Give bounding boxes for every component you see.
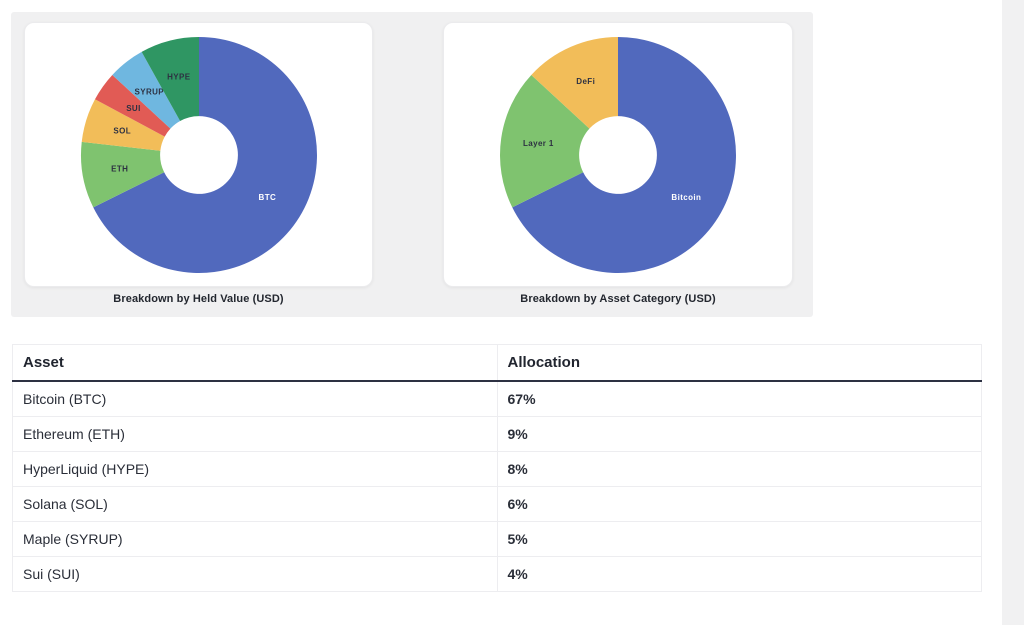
allocation-cell: 6% <box>496 486 982 522</box>
allocation-table-header: Asset Allocation <box>12 344 982 382</box>
asset-category-chart-card: Bitcoin Layer 1 DeFi <box>443 22 793 287</box>
table-row: Ethereum (ETH) 9% <box>12 416 982 452</box>
table-row: Sui (SUI) 4% <box>12 556 982 592</box>
pie-slice-label-sol: SOL <box>113 126 131 135</box>
pie-slice-eth <box>80 141 164 207</box>
pie-slice-layer-1 <box>500 74 590 207</box>
pie-slice-label-btc: BTC <box>258 192 276 201</box>
asset-cell: Bitcoin (BTC) <box>12 380 498 417</box>
pie-slice-hype <box>141 36 199 121</box>
pie-slice-label-defi: DeFi <box>576 76 595 85</box>
allocation-cell: 67% <box>496 380 982 417</box>
asset-category-donut-chart: Bitcoin Layer 1 DeFi <box>500 36 736 273</box>
pie-slice-btc <box>92 36 317 273</box>
pie-slice-label-layer-1: Layer 1 <box>523 139 554 148</box>
pie-slice-label-bitcoin: Bitcoin <box>671 192 701 201</box>
pie-slice-label-eth: ETH <box>111 164 128 173</box>
page-right-gutter <box>1002 0 1024 625</box>
asset-category-chart-caption: Breakdown by Asset Category (USD) <box>520 293 716 305</box>
table-row: Solana (SOL) 6% <box>12 486 982 522</box>
held-value-chart-caption: Breakdown by Held Value (USD) <box>113 293 284 305</box>
asset-cell: Ethereum (ETH) <box>12 416 498 452</box>
asset-cell: Solana (SOL) <box>12 486 498 522</box>
allocation-table: Asset Allocation Bitcoin (BTC) 67% Ether… <box>12 344 982 592</box>
pie-slice-label-sui: SUI <box>126 103 141 112</box>
asset-cell: HyperLiquid (HYPE) <box>12 451 498 487</box>
asset-cell: Sui (SUI) <box>12 556 498 592</box>
charts-panel: BTC ETH SOL SUI SYRUP HYPE Breakdown by Held … <box>11 12 813 317</box>
table-header-row: Asset Allocation <box>12 344 982 382</box>
pie-slice-defi <box>531 36 618 129</box>
asset-category-chart-section: Bitcoin Layer 1 DeFi Breakdown by Asset Ca… <box>443 22 793 317</box>
column-header-asset: Asset <box>12 344 498 382</box>
pie-slice-sui <box>94 74 170 137</box>
held-value-chart-card: BTC ETH SOL SUI SYRUP HYPE <box>24 22 373 287</box>
allocation-cell: 9% <box>496 416 982 452</box>
allocation-cell: 5% <box>496 521 982 557</box>
held-value-chart-section: BTC ETH SOL SUI SYRUP HYPE Breakdown by Held … <box>24 22 373 317</box>
table-row: HyperLiquid (HYPE) 8% <box>12 451 982 487</box>
table-row: Bitcoin (BTC) 67% <box>12 380 982 417</box>
pie-slice-label-hype: HYPE <box>167 72 191 81</box>
allocation-table-body: Bitcoin (BTC) 67% Ethereum (ETH) 9% Hype… <box>12 380 982 592</box>
pie-slice-sol <box>81 98 165 151</box>
pie-slice-bitcoin <box>512 36 736 273</box>
asset-cell: Maple (SYRUP) <box>12 521 498 557</box>
pie-slice-syrup <box>111 51 180 129</box>
column-header-allocation: Allocation <box>496 344 982 382</box>
table-row: Maple (SYRUP) 5% <box>12 521 982 557</box>
pie-slice-label-syrup: SYRUP <box>134 87 164 96</box>
allocation-cell: 4% <box>496 556 982 592</box>
allocation-cell: 8% <box>496 451 982 487</box>
